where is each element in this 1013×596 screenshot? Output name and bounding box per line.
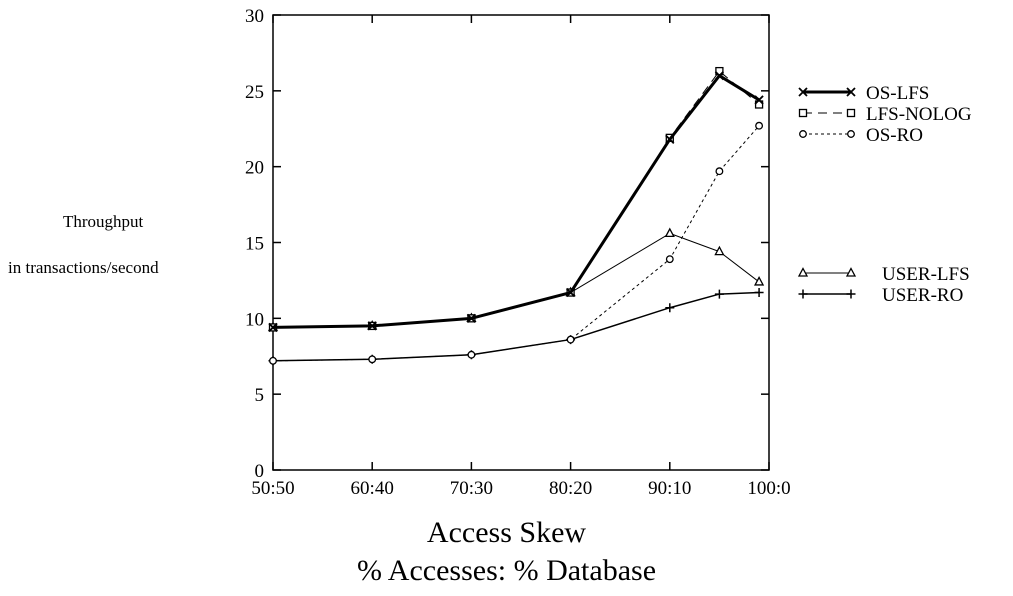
legend-entry-os-ro: OS-RO [799,125,923,146]
y-tick-label: 0 [255,461,265,482]
marker-x-shape [466,313,477,323]
y-tick-label: 5 [255,385,265,406]
series-user-lfs [267,227,765,332]
data-point-os-lfs [665,134,675,145]
series-line-user-lfs [272,232,760,328]
marker-triangle-shape [664,227,675,238]
series-lfs-nolog [268,66,764,332]
marker-plus-shape [798,289,808,299]
data-point-user-ro [665,303,675,313]
data-point-user-ro [714,289,724,299]
marker-circle-shape [847,130,855,138]
data-point-os-ro [368,355,377,364]
data-point-os-ro [665,255,674,264]
marker-x-shape [367,321,377,331]
marker-circle-shape [799,130,807,138]
data-point-user-lfs [753,276,765,286]
marker-circle-shape [566,335,575,344]
marker-plus-shape [754,288,764,298]
data-point-os-ro [566,335,575,344]
legend-entry-user-ro: USER-RO [798,285,963,306]
marker-triangle-shape [714,245,725,256]
y-axis-label-line-2: in transactions/second [8,258,159,277]
x-tick-label: 70:30 [450,478,493,499]
data-point-os-ro [269,356,277,365]
y-tick-label: 10 [245,309,264,330]
marker-x-shape [714,71,725,81]
legend-marker-os-ro [799,130,807,138]
marker-circle-shape [665,255,674,264]
legend-label-user-ro: USER-RO [882,285,963,306]
legend-entry-user-lfs: USER-LFS [797,264,970,285]
series-os-lfs [268,71,764,333]
marker-triangle-shape [753,276,765,286]
marker-x-shape [846,87,856,97]
legend-marker-user-lfs [845,267,857,277]
legend-marker-os-lfs [846,87,856,97]
legend-marker-os-lfs [798,87,808,97]
y-tick-label: 20 [245,158,264,179]
series-line-lfs-nolog [272,70,760,328]
legend-label-os-lfs: OS-LFS [866,83,929,104]
x-tick-label: 100:0 [747,478,790,499]
data-point-os-lfs [754,95,764,105]
data-point-os-ro [467,350,476,359]
x-tick-label: 50:50 [251,478,294,499]
marker-square-shape [798,108,808,118]
x-tick-label: 60:40 [351,478,394,499]
data-point-os-lfs [466,313,477,323]
marker-x-shape [754,95,764,105]
y-axis: 0 5 10 15 20 25 30 [245,6,769,482]
marker-circle-shape [715,167,724,176]
marker-circle-shape [269,356,277,365]
data-point-os-lfs [367,321,377,331]
x-axis-label-line-2: % Accesses: % Database [356,554,657,587]
series-line-os-lfs [272,74,760,329]
data-point-user-lfs [664,227,675,238]
marker-plus-shape [714,289,724,299]
legend-entry-os-lfs: OS-LFS [798,83,929,104]
legend-marker-user-ro [798,289,808,299]
x-tick-label: 90:10 [648,478,691,499]
data-point-user-ro [754,288,764,298]
marker-plus-shape [846,289,856,299]
legend-marker-user-lfs [797,267,809,277]
x-axis-label-line-1: Access Skew [426,516,587,549]
data-point-os-lfs [565,287,576,298]
marker-circle-shape [755,121,764,130]
data-point-os-lfs [714,71,725,81]
marker-x-shape [665,134,675,145]
data-point-os-ro [755,121,764,130]
x-axis: 50:50 60:40 70:30 80:20 90:10 100:0 [251,15,791,499]
marker-triangle-shape [797,267,809,277]
legend-entry-lfs-nolog: LFS-NOLOG [798,104,972,125]
legend-marker-lfs-nolog [846,108,856,118]
marker-plus-shape [665,303,675,313]
data-point-user-lfs [714,245,725,256]
y-tick-label: 30 [245,6,264,27]
x-tick-label: 80:20 [549,478,592,499]
legend-label-user-lfs: USER-LFS [882,264,970,285]
legend-label-os-ro: OS-RO [866,125,923,146]
marker-square-shape [846,108,856,118]
marker-x-shape [798,87,808,97]
data-point-os-lfs [268,322,278,333]
series-os-ro [269,121,764,365]
legend-label-lfs-nolog: LFS-NOLOG [866,104,972,125]
y-tick-label: 15 [245,234,264,255]
legend-marker-lfs-nolog [798,108,808,118]
series-layer [267,66,765,366]
data-point-os-ro [715,167,724,176]
legend-marker-os-ro [847,130,855,138]
marker-x-shape [565,287,576,298]
marker-circle-shape [368,355,377,364]
marker-circle-shape [467,350,476,359]
y-axis-label-line-1: Throughput [63,212,144,231]
marker-triangle-shape [845,267,857,277]
marker-x-shape [268,322,278,333]
y-tick-label: 25 [245,82,264,103]
legend-marker-user-ro [846,289,856,299]
